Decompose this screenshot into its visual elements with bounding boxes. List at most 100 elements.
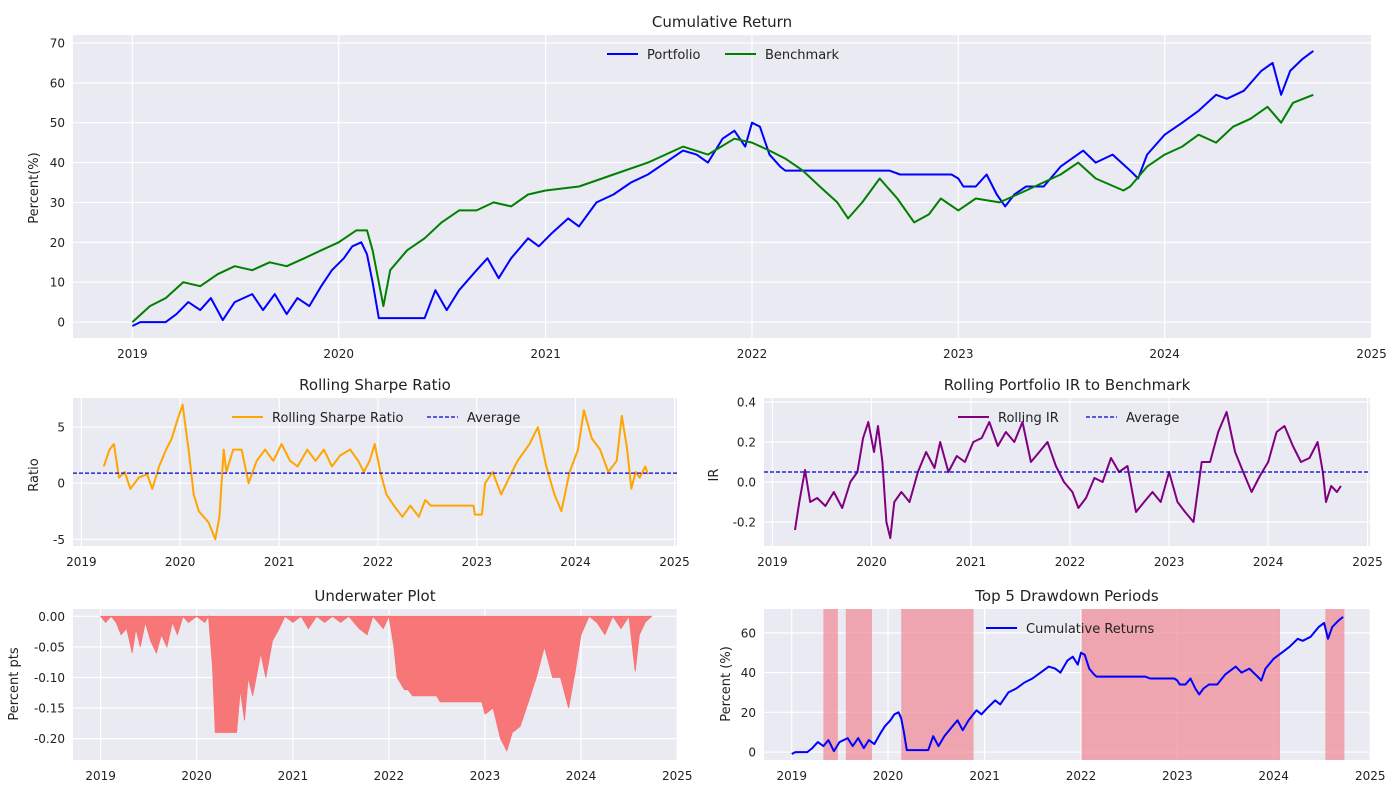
sharpe-series-line-rolling-sharpe-ratio xyxy=(102,403,649,541)
underwater-x-tick-label: 2021 xyxy=(278,769,309,783)
drawdown-periods-chart: 0 20 40 60 2019 2020 2021 2022 2023 2024 2025 Top … xyxy=(719,587,1386,783)
drawdown-period-band xyxy=(823,609,838,760)
drawdown-legend: Cumulative Returns xyxy=(986,622,1154,637)
drawdown-period-band xyxy=(845,609,872,760)
cumulative-y-tick-label: 70 xyxy=(50,36,65,50)
underwater-chart: 0.00 -0.05 -0.10 -0.15 -0.20 2019 2020 2021 2022… xyxy=(7,587,693,783)
cumulative-background xyxy=(73,35,1371,338)
underwater-x-tick-label: 2022 xyxy=(374,769,405,783)
drawdown-y-tick-label: 0 xyxy=(748,746,756,760)
ir-legend: Rolling IR Average xyxy=(958,411,1179,426)
sharpe-x-tick-label: 2021 xyxy=(264,555,295,569)
underwater-x-tick-label: 2024 xyxy=(566,769,597,783)
drawdown-x-tick-label: 2020 xyxy=(873,769,904,783)
drawdown-period-band xyxy=(901,609,974,760)
sharpe-x-tick-label: 2024 xyxy=(560,555,591,569)
cumulative-return-chart: 0 10 20 30 40 50 60 70 2019 2020 2021 2022 2023 2024 2… xyxy=(27,13,1387,361)
ir-y-tick-label: -0.2 xyxy=(733,516,756,530)
underwater-plot-area: 0.00 -0.05 -0.10 -0.15 -0.20 2019 2020 2021 2022… xyxy=(34,609,693,783)
underwater-y-tick-label: 0.00 xyxy=(38,610,65,624)
cumulative-x-tick-label: 2022 xyxy=(737,347,768,361)
legend-label-average: Average xyxy=(467,411,520,426)
cumulative-y-tick-label: 30 xyxy=(50,196,65,210)
cumulative-x-tick-label: 2025 xyxy=(1356,347,1387,361)
rolling-sharpe-chart: -5 0 5 2019 2020 2021 2022 2023 2024 2025 Rolling… xyxy=(27,376,690,569)
underwater-area-fill xyxy=(99,614,653,752)
underwater-x-tick-label: 2020 xyxy=(181,769,212,783)
underwater-x-tick-label: 2023 xyxy=(470,769,501,783)
cumulative-ylabel: Percent(%) xyxy=(27,152,42,223)
sharpe-y-tick-label: 5 xyxy=(57,421,65,435)
ir-ylabel: IR xyxy=(707,469,722,482)
cumulative-y-tick-label: 60 xyxy=(50,76,65,90)
cumulative-title: Cumulative Return xyxy=(652,13,792,31)
drawdown-x-tick-label: 2025 xyxy=(1355,769,1386,783)
sharpe-y-tick-label: 0 xyxy=(57,477,65,491)
ir-x-tick-label: 2024 xyxy=(1253,555,1284,569)
underwater-x-tick-label: 2019 xyxy=(85,769,116,783)
drawdown-period-band xyxy=(1325,609,1345,760)
ir-plot-area: -0.2 0.0 0.2 0.4 2019 2020 2021 2022 2023 2024 202… xyxy=(733,396,1383,570)
cumulative-plot-area: 0 10 20 30 40 50 60 70 2019 2020 2021 2022 2023 2024 2… xyxy=(50,35,1387,361)
ir-y-tick-label: 0.2 xyxy=(737,436,756,450)
cumulative-x-tick-label: 2023 xyxy=(943,347,974,361)
sharpe-ylabel: Ratio xyxy=(27,458,42,491)
ir-x-tick-label: 2019 xyxy=(757,555,788,569)
underwater-ylabel: Percent pts xyxy=(7,647,22,720)
cumulative-x-tick-label: 2024 xyxy=(1149,347,1180,361)
cumulative-legend: Portfolio Benchmark xyxy=(607,48,840,63)
cumulative-y-tick-label: 10 xyxy=(50,276,65,290)
cumulative-y-tick-label: 40 xyxy=(50,156,65,170)
sharpe-x-tick-label: 2019 xyxy=(66,555,97,569)
sharpe-title: Rolling Sharpe Ratio xyxy=(299,376,451,394)
drawdown-y-tick-label: 20 xyxy=(741,706,756,720)
underwater-y-tick-label: -0.20 xyxy=(34,732,65,746)
sharpe-x-tick-label: 2020 xyxy=(165,555,196,569)
sharpe-plot-area: -5 0 5 2019 2020 2021 2022 2023 2024 2025 xyxy=(53,398,690,569)
legend-label-benchmark: Benchmark xyxy=(765,48,840,63)
legend-label-ir: Rolling IR xyxy=(998,411,1059,426)
ir-series-line-rolling-ir xyxy=(794,411,1342,539)
underwater-y-tick-label: -0.15 xyxy=(34,702,65,716)
cumulative-x-tick-label: 2021 xyxy=(530,347,561,361)
underwater-y-tick-label: -0.05 xyxy=(34,640,65,654)
drawdown-x-tick-label: 2019 xyxy=(776,769,807,783)
ir-x-tick-label: 2020 xyxy=(856,555,887,569)
drawdown-x-tick-label: 2023 xyxy=(1162,769,1193,783)
sharpe-x-tick-label: 2023 xyxy=(461,555,492,569)
sharpe-y-tick-label: -5 xyxy=(53,533,65,547)
legend-label-sharpe: Rolling Sharpe Ratio xyxy=(272,411,403,426)
legend-label-portfolio: Portfolio xyxy=(647,48,701,63)
rolling-ir-chart: -0.2 0.0 0.2 0.4 2019 2020 2021 2022 2023 2024 202… xyxy=(707,376,1383,569)
underwater-title: Underwater Plot xyxy=(314,587,435,605)
cumulative-x-tick-label: 2020 xyxy=(323,347,354,361)
sharpe-x-tick-label: 2022 xyxy=(363,555,394,569)
cumulative-series-line-benchmark xyxy=(131,93,1314,323)
drawdown-y-tick-label: 60 xyxy=(741,626,756,640)
ir-title: Rolling Portfolio IR to Benchmark xyxy=(944,376,1191,394)
drawdown-title: Top 5 Drawdown Periods xyxy=(974,587,1159,605)
ir-x-tick-label: 2025 xyxy=(1352,555,1383,569)
cumulative-y-tick-label: 0 xyxy=(57,316,65,330)
cumulative-x-tick-label: 2019 xyxy=(117,347,148,361)
ir-y-tick-label: 0.4 xyxy=(737,396,756,410)
drawdown-series-line-cumulative-returns xyxy=(791,616,1344,755)
drawdown-x-tick-label: 2024 xyxy=(1258,769,1289,783)
drawdown-x-tick-label: 2022 xyxy=(1066,769,1097,783)
ir-x-tick-label: 2023 xyxy=(1154,555,1185,569)
legend-label-cumulative-returns: Cumulative Returns xyxy=(1026,622,1154,637)
underwater-x-tick-label: 2025 xyxy=(662,769,693,783)
cumulative-y-tick-label: 50 xyxy=(50,116,65,130)
ir-y-tick-label: 0.0 xyxy=(737,476,756,490)
drawdown-ylabel: Percent (%) xyxy=(719,646,734,722)
cumulative-series-line-portfolio xyxy=(131,50,1314,327)
drawdown-x-tick-label: 2021 xyxy=(969,769,1000,783)
cumulative-y-tick-label: 20 xyxy=(50,236,65,250)
sharpe-background xyxy=(73,398,677,546)
drawdown-plot-area: 0 20 40 60 2019 2020 2021 2022 2023 2024 2025 xyxy=(741,609,1386,783)
drawdown-y-tick-label: 40 xyxy=(741,666,756,680)
sharpe-legend: Rolling Sharpe Ratio Average xyxy=(232,411,520,426)
ir-x-tick-label: 2021 xyxy=(956,555,987,569)
